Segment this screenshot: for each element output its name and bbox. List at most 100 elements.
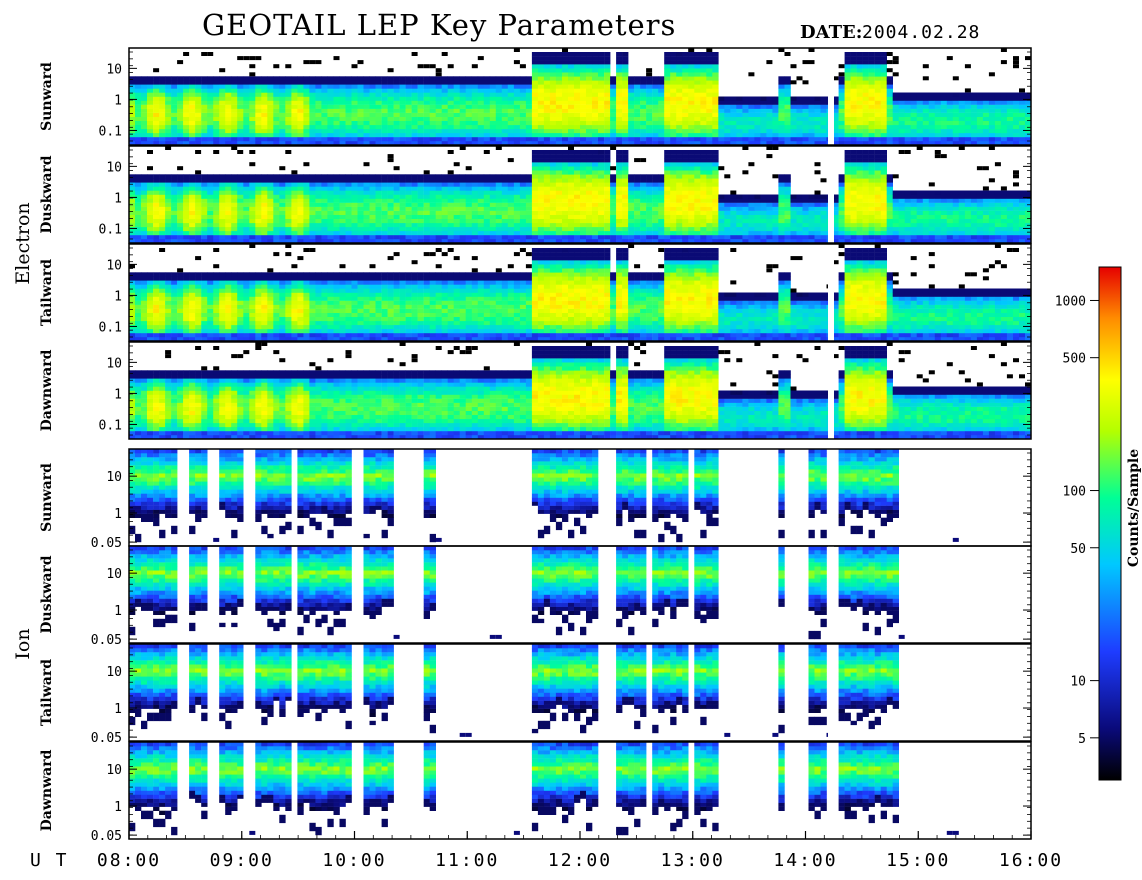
panel-pixel <box>453 218 460 224</box>
panel-pixel <box>682 80 689 85</box>
panel-pixel <box>592 76 599 81</box>
panel-pixel <box>315 186 322 191</box>
panel-pixel <box>477 210 485 215</box>
panel-pixel <box>730 108 737 113</box>
panel-pixel <box>898 116 905 121</box>
panel-pixel <box>796 206 803 211</box>
panel-pixel <box>243 120 250 126</box>
panel-pixel <box>189 218 196 224</box>
panel-pixel <box>748 210 755 215</box>
panel-pixel <box>309 214 316 219</box>
panel-pixel <box>135 108 142 113</box>
panel-pixel <box>790 210 797 215</box>
panel-pixel <box>447 174 454 179</box>
panel-pixel <box>910 230 917 236</box>
panel-pixel <box>345 178 352 183</box>
panel-pixel <box>207 239 214 244</box>
panel-pixel <box>519 234 527 240</box>
panel-pixel <box>838 72 845 77</box>
panel-pixel <box>568 198 575 203</box>
panel-pixel <box>712 218 719 224</box>
panel-pixel <box>411 120 418 126</box>
panel-pixel <box>225 92 232 97</box>
panel-pixel <box>525 100 533 105</box>
panel-pixel <box>513 234 521 240</box>
panel-pixel <box>1013 108 1020 113</box>
panel-pixel <box>189 190 196 195</box>
panel-pixel <box>249 206 256 211</box>
panel-pixel <box>700 206 707 211</box>
panel-pixel <box>754 141 761 146</box>
panel-pixel <box>850 60 857 65</box>
panel-pixel <box>303 182 310 187</box>
panel-pixel <box>712 112 719 117</box>
panel-pixel <box>207 194 214 199</box>
panel-pixel <box>586 112 593 117</box>
panel-pixel <box>784 108 791 113</box>
panel-pixel <box>868 198 875 203</box>
panel-pixel <box>646 194 653 199</box>
panel-pixel <box>369 84 376 89</box>
panel-pixel <box>243 84 250 89</box>
panel-pixel <box>351 108 358 113</box>
panel-pixel <box>910 234 917 240</box>
panel-pixel <box>243 198 250 203</box>
panel-pixel <box>447 234 454 240</box>
panel-pixel <box>513 198 521 203</box>
panel-pixel <box>712 52 719 57</box>
panel-pixel <box>712 234 719 240</box>
panel-pixel <box>471 88 479 93</box>
panel-pixel <box>255 230 262 236</box>
panel-pixel <box>646 92 653 97</box>
panel-pixel <box>856 64 863 69</box>
panel-pixel <box>171 124 178 130</box>
panel-pixel <box>682 120 689 126</box>
panel-pixel <box>381 116 388 121</box>
panel-pixel <box>267 80 274 85</box>
panel-pixel <box>243 206 250 211</box>
panel-pixel <box>814 96 821 101</box>
panel-pixel <box>892 116 899 121</box>
panel-pixel <box>844 194 851 199</box>
panel-pixel <box>688 210 695 215</box>
panel-pixel <box>321 198 328 203</box>
panel-pixel <box>177 132 184 138</box>
panel-pixel <box>868 186 875 191</box>
panel-pixel <box>592 158 599 163</box>
panel-pixel <box>772 194 779 199</box>
panel-pixel <box>423 108 430 113</box>
panel-pixel <box>670 84 677 89</box>
panel-pixel <box>519 226 527 232</box>
panel-pixel <box>868 92 875 97</box>
panel-pixel <box>850 154 857 159</box>
panel-pixel <box>507 222 515 228</box>
panel-pixel <box>189 128 196 134</box>
panel-pixel <box>958 136 966 142</box>
panel-pixel <box>555 60 563 65</box>
panel-pixel <box>688 214 695 219</box>
panel-pixel <box>543 234 551 240</box>
panel-pixel <box>658 88 665 93</box>
panel-pixel <box>495 104 503 109</box>
panel-pixel <box>525 120 533 126</box>
panel-pixel <box>177 214 184 219</box>
panel-pixel <box>273 116 280 121</box>
panel-pixel <box>417 198 424 203</box>
panel-pixel <box>321 104 328 109</box>
panel-pixel <box>760 112 767 117</box>
panel-pixel <box>634 206 641 211</box>
panel-pixel <box>249 210 256 215</box>
panel-pixel <box>586 218 593 224</box>
panel-pixel <box>141 174 148 179</box>
panel-pixel <box>315 198 322 203</box>
panel-pixel <box>129 100 136 105</box>
panel-pixel <box>507 128 515 134</box>
panel-pixel <box>646 239 653 244</box>
panel-pixel <box>519 104 527 109</box>
panel-pixel <box>435 120 442 126</box>
panel-pixel <box>706 222 713 228</box>
panel-pixel <box>417 190 424 195</box>
panel-pixel <box>898 214 905 219</box>
panel-pixel <box>417 218 424 224</box>
panel-pixel <box>465 239 472 244</box>
